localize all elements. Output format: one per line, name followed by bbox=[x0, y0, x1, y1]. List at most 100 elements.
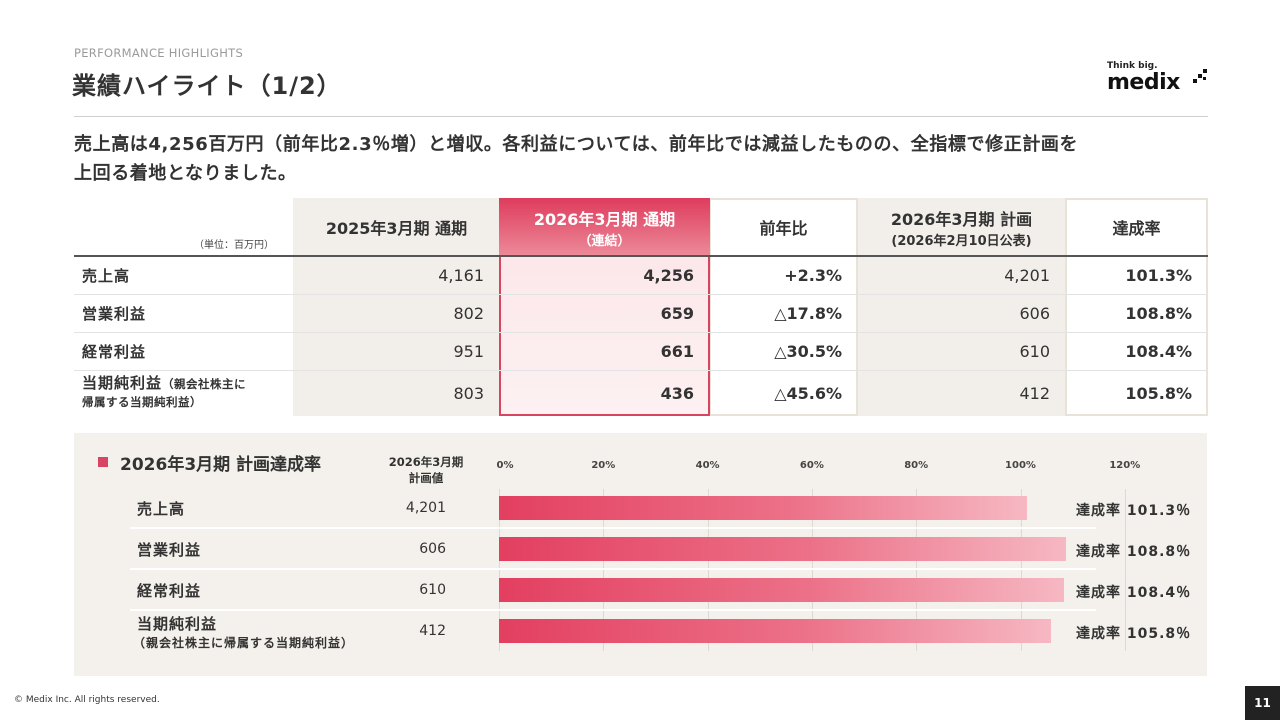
gridline bbox=[811, 489, 813, 651]
header-rate-label: 達成率 bbox=[1112, 219, 1161, 238]
plan-column-bg bbox=[857, 198, 1066, 416]
table-row: 経常利益 951 661 △30.5% 610 108.4% bbox=[74, 332, 1208, 370]
cell-fy2025: 951 bbox=[453, 342, 484, 361]
category-sublabel: （親会社株主に帰属する当期純利益） bbox=[133, 636, 355, 650]
achievement-rate-label: 達成率 105.8％ bbox=[1076, 626, 1192, 642]
cell-plan: 606 bbox=[1019, 304, 1050, 323]
header-plan: 2026年3月期 計画 (2026年2月10日公表) bbox=[857, 198, 1066, 256]
plan-header-line-1: 2026年3月期 bbox=[388, 455, 464, 469]
x-tick-label: 20% bbox=[591, 460, 616, 471]
achievement-bar bbox=[499, 619, 1051, 643]
fy2026-header-bg bbox=[499, 198, 710, 256]
achievement-bar bbox=[499, 537, 1067, 561]
header-plan-sublabel: (2026年2月10日公表) bbox=[891, 233, 1032, 249]
fy2025-column-bg bbox=[293, 198, 500, 416]
row-label-main: 当期純利益 bbox=[82, 374, 163, 392]
unit-label: （単位：百万円） bbox=[194, 240, 274, 251]
x-tick-label: 80% bbox=[904, 460, 929, 471]
plan-value: 610 bbox=[419, 582, 446, 598]
logo-tagline: Think big. bbox=[1107, 61, 1158, 71]
cell-rate: 108.4% bbox=[1125, 342, 1192, 361]
row-label-sub2: 帰属する当期純利益） bbox=[82, 395, 202, 409]
x-tick-label: 100% bbox=[1005, 460, 1036, 471]
plan-value: 412 bbox=[419, 623, 446, 639]
cell-plan: 4,201 bbox=[1004, 266, 1050, 285]
achievement-bar bbox=[499, 578, 1065, 602]
row-separator bbox=[130, 527, 1096, 529]
header-rule bbox=[74, 255, 1208, 257]
x-tick-label: 120% bbox=[1109, 460, 1141, 471]
cell-yoy: △30.5% bbox=[774, 342, 842, 361]
header-fy2026: 2026年3月期 通期 （連結） bbox=[499, 198, 710, 256]
row-separator bbox=[130, 609, 1096, 611]
row-label: 経常利益 bbox=[82, 343, 147, 361]
gridline bbox=[603, 489, 605, 651]
gridline bbox=[1020, 489, 1022, 651]
cell-yoy: △17.8% bbox=[774, 304, 842, 323]
row-divider bbox=[74, 370, 1208, 371]
performance-table: （単位：百万円） 2025年3月期 通期 2026年3月期 通期 （連結） 前年… bbox=[74, 198, 1208, 418]
lead-summary: 売上高は4,256百万円（前年比2.3％増）と増収。各利益については、前年比では… bbox=[74, 130, 1214, 188]
row-label-sub: （親会社株主に bbox=[162, 377, 247, 391]
cell-rate: 108.8% bbox=[1125, 304, 1192, 323]
gridline bbox=[707, 489, 709, 651]
achievement-bar bbox=[499, 496, 1028, 520]
achievement-rate-label: 達成率 108.8％ bbox=[1076, 544, 1192, 560]
gridline bbox=[499, 489, 500, 651]
header-yoy-label: 前年比 bbox=[759, 219, 808, 238]
gridline bbox=[1124, 489, 1126, 651]
category-label: 営業利益 bbox=[137, 541, 202, 559]
cell-plan: 412 bbox=[1019, 384, 1050, 403]
rate-column-frame bbox=[1065, 198, 1208, 416]
plan-header-line-2: 計画値 bbox=[408, 471, 444, 485]
square-bullet-icon bbox=[98, 457, 108, 467]
chart-title: 2026年3月期 計画達成率 bbox=[120, 455, 322, 475]
row-divider bbox=[74, 294, 1208, 295]
x-tick-label: 60% bbox=[799, 460, 824, 471]
cell-rate: 105.8% bbox=[1125, 384, 1192, 403]
header-plan-label: 2026年3月期 計画 bbox=[890, 209, 1033, 229]
header-yoy: 前年比 bbox=[709, 198, 858, 256]
section-eyebrow: PERFORMANCE HIGHLIGHTS bbox=[74, 46, 244, 60]
category-label: 当期純利益 （親会社株主に帰属する当期純利益） bbox=[133, 615, 355, 650]
title-divider bbox=[74, 116, 1208, 117]
header-rate: 達成率 bbox=[1065, 198, 1208, 256]
cell-fy2026: 4,256 bbox=[643, 266, 694, 285]
logo-dots-icon bbox=[1193, 69, 1207, 83]
table-row: 営業利益 802 659 △17.8% 606 108.8% bbox=[74, 294, 1208, 332]
row-label: 営業利益 bbox=[82, 305, 147, 323]
header-fy2026-sublabel: （連結） bbox=[578, 233, 631, 249]
achievement-rate-label: 達成率 101.3％ bbox=[1076, 503, 1192, 519]
cell-plan: 610 bbox=[1019, 342, 1050, 361]
cell-fy2025: 4,161 bbox=[438, 266, 484, 285]
header-fy2025: 2025年3月期 通期 bbox=[293, 198, 500, 256]
row-separator bbox=[130, 568, 1096, 570]
x-tick-label: 40% bbox=[695, 460, 720, 471]
achievement-rate-label: 達成率 108.4％ bbox=[1076, 585, 1192, 601]
plan-column-header: 2026年3月期 計画値 bbox=[378, 454, 474, 486]
cell-yoy: +2.3% bbox=[784, 266, 842, 285]
logo-wordmark: medix bbox=[1107, 70, 1180, 95]
plan-value: 606 bbox=[419, 541, 446, 557]
row-label: 売上高 bbox=[82, 267, 131, 285]
cell-fy2025: 803 bbox=[453, 384, 484, 403]
cell-yoy: △45.6% bbox=[774, 384, 842, 403]
plan-value: 4,201 bbox=[405, 500, 446, 516]
header-fy2026-label: 2026年3月期 通期 bbox=[533, 209, 676, 229]
achievement-chart-panel: 2026年3月期 計画達成率 2026年3月期 計画値 0% 20% 40% 60% 8… bbox=[74, 433, 1207, 676]
cell-fy2026: 659 bbox=[660, 304, 694, 323]
table-row: 当期純利益（親会社株主に 帰属する当期純利益） 803 436 △45.6% 4… bbox=[74, 370, 1208, 416]
lead-line-1: 売上高は4,256百万円（前年比2.3％増）と増収。各利益については、前年比では… bbox=[74, 134, 1079, 155]
yoy-column-frame bbox=[709, 198, 858, 416]
row-label: 当期純利益（親会社株主に 帰属する当期純利益） bbox=[82, 375, 246, 411]
copyright: © Medix Inc. All rights reserved. bbox=[14, 695, 160, 705]
medix-logo: Think big. medix bbox=[1107, 61, 1207, 97]
page-title: 業績ハイライト（1/2） bbox=[72, 72, 342, 100]
lead-line-2: 上回る着地となりました。 bbox=[74, 163, 297, 184]
x-tick-label: 0% bbox=[496, 460, 514, 471]
category-label: 経常利益 bbox=[137, 582, 202, 600]
cell-fy2026: 661 bbox=[660, 342, 694, 361]
category-label: 売上高 bbox=[137, 500, 186, 518]
cell-fy2026: 436 bbox=[660, 384, 694, 403]
page-number: 11 bbox=[1245, 686, 1280, 720]
